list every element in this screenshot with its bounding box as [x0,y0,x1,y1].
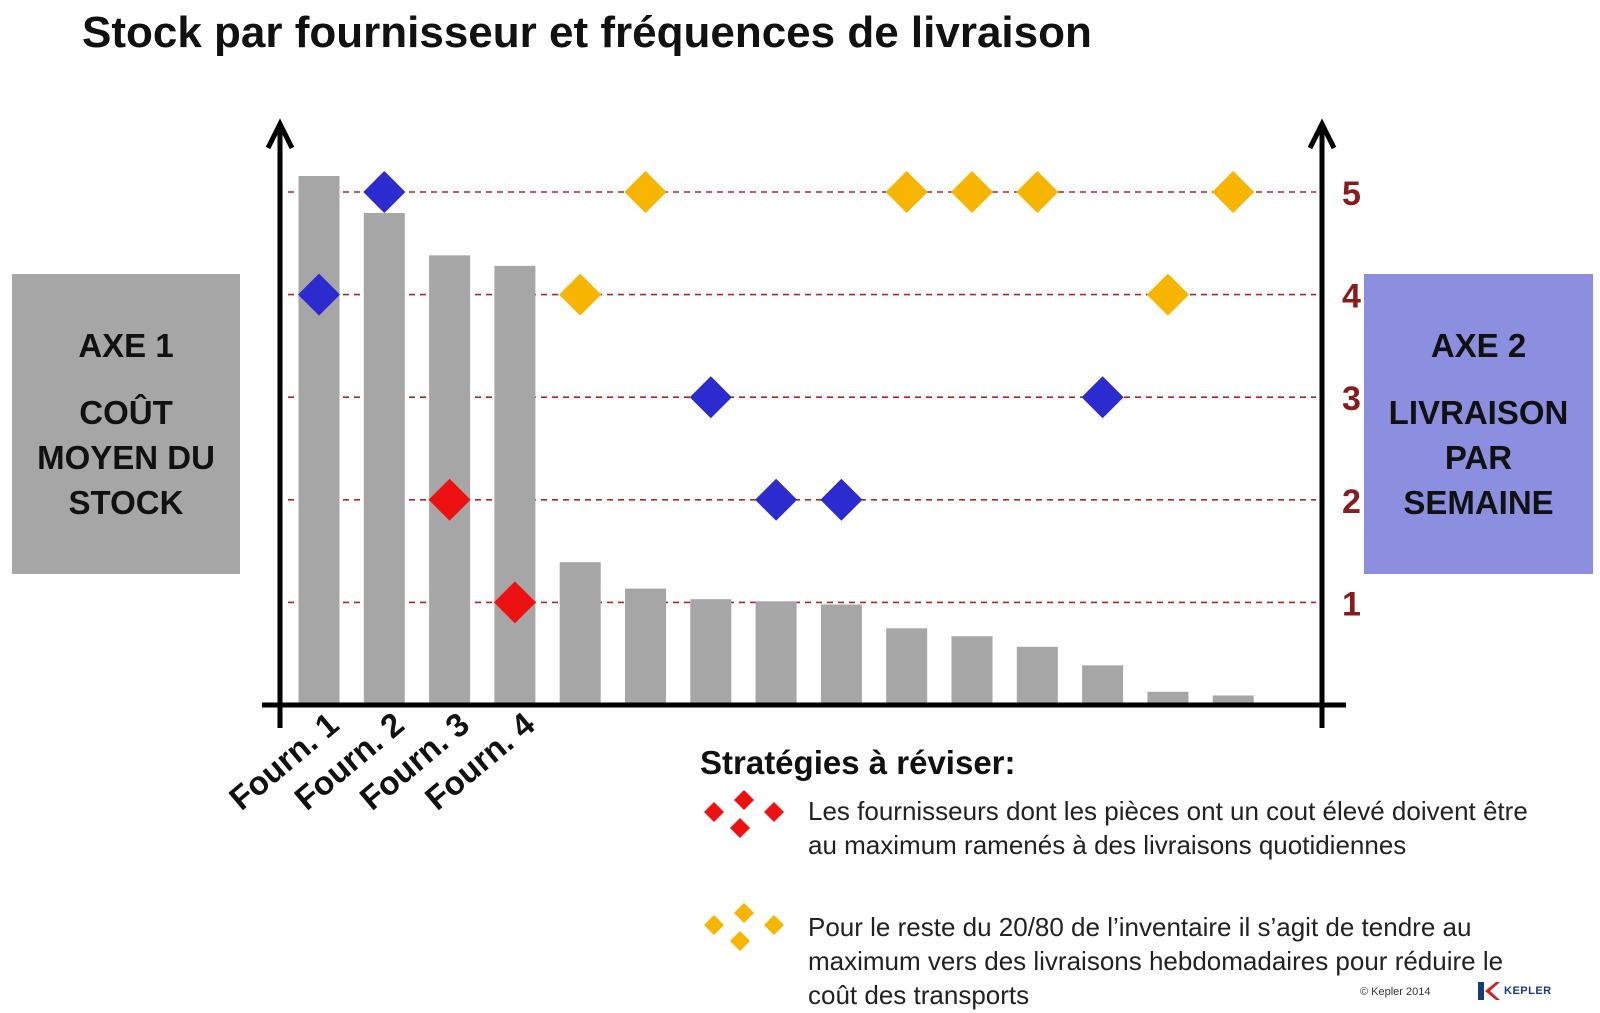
bar-8 [755,601,797,705]
marker-5 [559,273,602,316]
marker-14 [1146,273,1189,316]
axis2-line-1: LIVRAISON [1388,394,1569,431]
axis1-label-box: AXE 1 COÛT MOYEN DU STOCK [12,274,240,574]
right-tick-label-1: 1 [1342,585,1361,623]
marker-2 [363,171,406,213]
legend-text-yellow: Pour le reste du 20/80 de l’inventaire i… [808,912,1504,1010]
bar-9 [820,604,862,705]
bar-1 [298,176,340,705]
bar-11 [951,636,993,705]
marker-9 [820,478,863,521]
marker-1 [298,273,340,316]
marker-12 [1016,171,1059,213]
chart-title: Stock par fournisseur et fréquences de l… [82,8,1092,57]
bar-14 [1147,691,1189,705]
bar-15 [1212,695,1254,705]
copyright-credit: © Kepler 2014 [1360,986,1431,998]
red-diamonds-icon [704,790,784,838]
bar-10 [886,628,928,705]
kepler-logo-icon [1478,982,1500,1000]
bar-7 [690,599,732,705]
axis1-line-3: STOCK [68,484,184,521]
marker-6 [624,171,667,213]
bar-4 [494,265,536,705]
marker-10 [885,171,928,213]
bar-2 [363,213,405,705]
kepler-logo: KEPLER [1478,982,1552,1000]
axis1-name: AXE 1 [78,327,174,364]
right-tick-label-2: 2 [1342,483,1361,521]
legend-text-red: Les fournisseurs dont les pièces ont un … [808,796,1528,860]
bar-5 [559,562,601,705]
marker-4 [493,581,536,624]
marker-7 [689,376,732,419]
axis1-line-1: COÛT [79,394,173,431]
bar-6 [625,588,666,705]
yellow-diamonds-icon [704,903,784,951]
right-axis-arrow-icon [1307,118,1337,150]
kepler-brand: KEPLER [1504,985,1552,997]
marker-13 [1081,376,1124,419]
left-axis-arrow-icon [265,118,295,150]
marker-8 [755,478,798,521]
legend-title: Stratégies à réviser: [700,744,1016,781]
right-tick-label-4: 4 [1342,278,1361,316]
axis2-line-2: PAR [1444,439,1513,476]
marker-15 [1212,171,1255,213]
marker-3 [428,478,471,521]
axis1-line-2: MOYEN DU [37,439,215,476]
axis2-name: AXE 2 [1430,327,1527,364]
right-tick-label-3: 3 [1342,380,1361,418]
axis2-label-box: AXE 2 LIVRAISON PAR SEMAINE [1364,274,1593,574]
axis2-line-3: SEMAINE [1403,484,1554,521]
bar-12 [1016,646,1058,705]
bar-13 [1082,665,1124,705]
marker-11 [951,171,993,213]
right-tick-label-5: 5 [1342,175,1361,213]
